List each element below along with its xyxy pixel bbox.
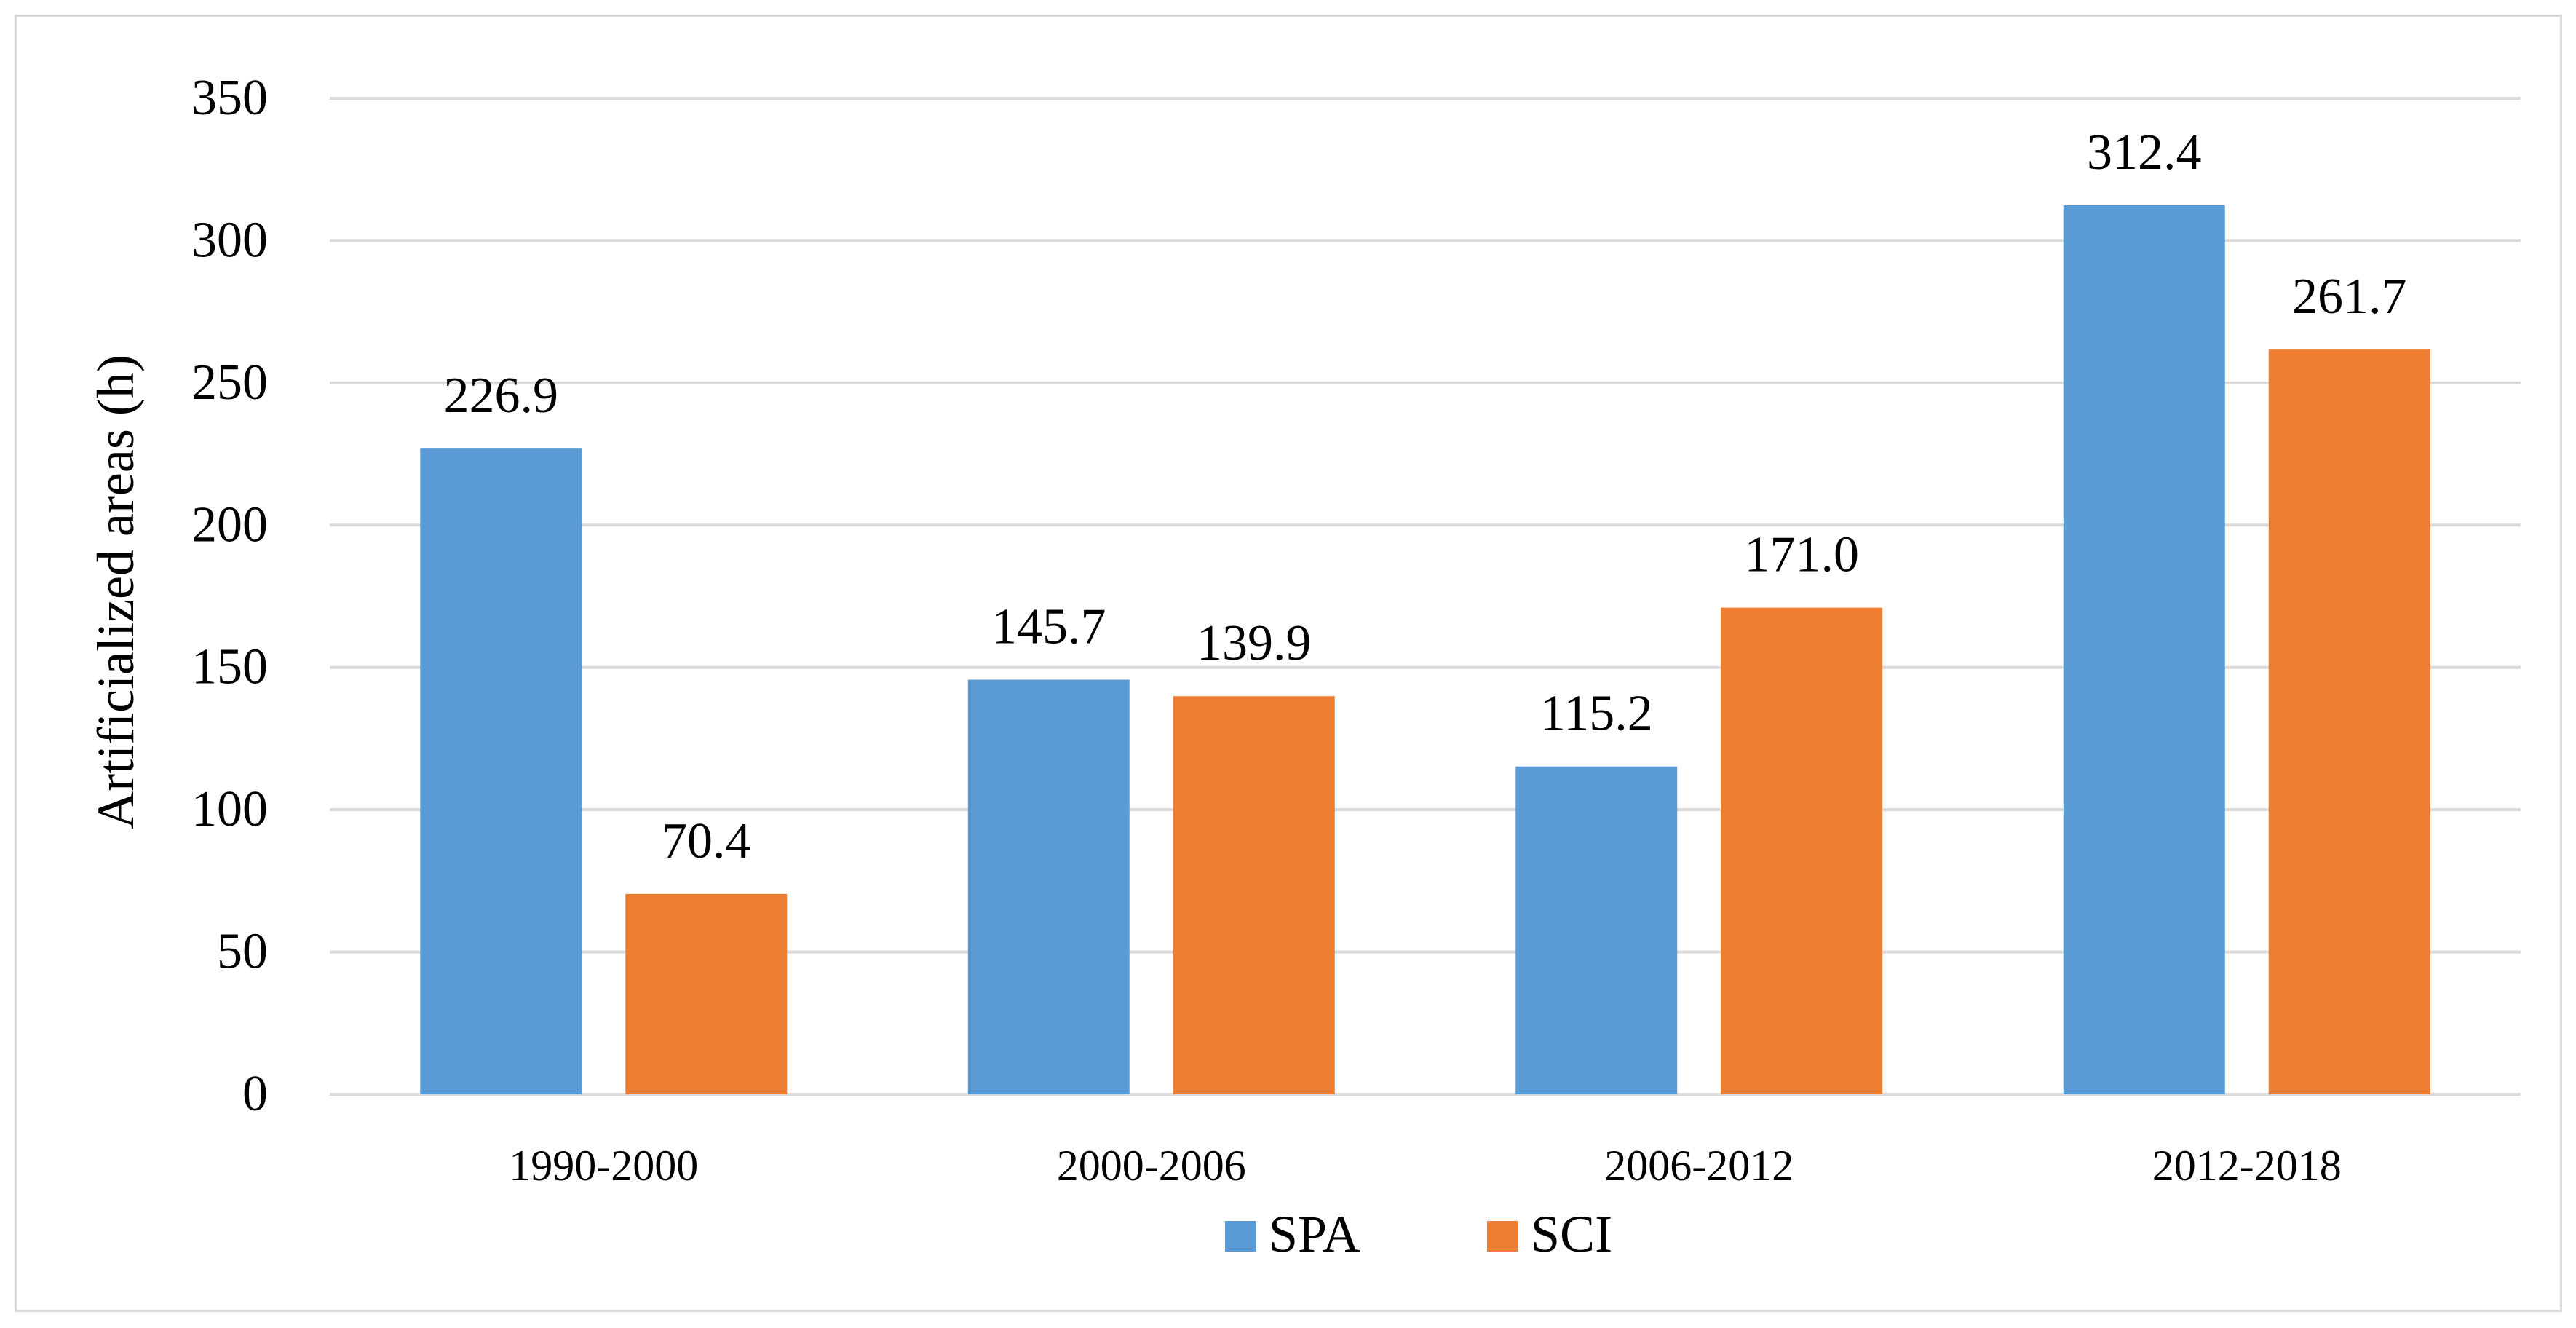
bar-spa [967,679,1130,1094]
y-axis: 0 50 100 150 200 250 300 350 [191,70,268,1122]
x-tick-label: 2012-2018 [2152,1142,2342,1190]
data-label-spa: 145.7 [991,599,1106,655]
data-label-spa: 115.2 [1540,686,1653,742]
data-label-sci: 171.0 [1745,527,1860,583]
bar-sci [2268,349,2430,1095]
data-label-spa: 312.4 [2087,125,2202,181]
data-label-sci: 70.4 [662,813,751,869]
x-tick-label: 2000-2006 [1057,1142,1246,1190]
x-tick-label: 2006-2012 [1604,1142,1794,1190]
y-tick-label: 350 [191,70,268,126]
legend-label-sci: SCI [1531,1205,1612,1263]
y-tick-label: 50 [217,924,268,980]
bar-spa [420,448,582,1094]
y-tick-label: 0 [242,1066,268,1122]
data-label-sci: 139.9 [1197,615,1312,671]
legend-swatch-sci [1487,1221,1518,1252]
y-tick-label: 150 [191,639,268,695]
legend-swatch-spa [1225,1221,1256,1252]
bar-spa [2063,205,2225,1094]
legend: SPA SCI [1225,1205,1612,1263]
bars [420,205,2430,1095]
bar-sci [1173,696,1335,1094]
bar-spa [1515,766,1678,1094]
y-axis-title: Artificialized areas (h) [87,355,145,829]
x-tick-label: 1990-2000 [509,1142,698,1190]
data-labels: 226.9 70.4 145.7 139.9 115.2 171.0 312.4 261.7 [444,125,2407,869]
data-label-spa: 226.9 [444,368,559,424]
chart-frame: 226.9 70.4 145.7 139.9 115.2 171.0 312.4 261.7 … [15,15,2562,1312]
y-tick-label: 250 [191,355,268,411]
x-axis: 1990-2000 2000-2006 2006-2012 2012-2018 [509,1142,2341,1190]
bar-sci [1721,607,1883,1094]
y-tick-label: 300 [191,212,268,268]
data-label-sci: 261.7 [2292,269,2407,325]
bar-sci [625,893,788,1094]
y-tick-label: 100 [191,781,268,837]
y-tick-label: 200 [191,497,268,553]
legend-label-spa: SPA [1269,1205,1360,1263]
